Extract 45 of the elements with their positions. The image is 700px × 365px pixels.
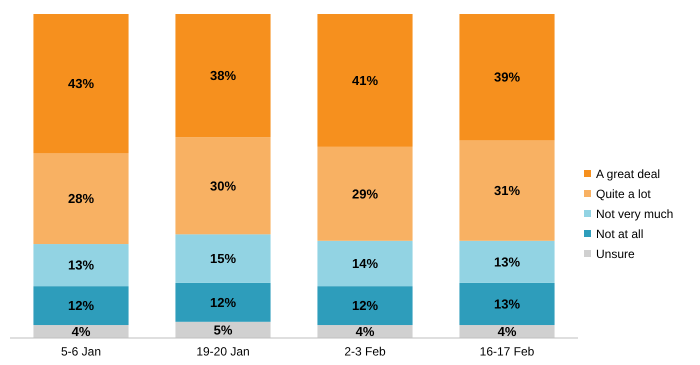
data-label: 13%: [68, 258, 94, 273]
bar: [175, 14, 271, 138]
bar: [33, 244, 129, 286]
data-label: 38%: [210, 68, 236, 84]
bar: [317, 146, 413, 241]
data-label: 4%: [356, 324, 375, 340]
data-label: 12%: [352, 298, 378, 314]
bar: [175, 282, 271, 322]
bar: [175, 137, 271, 234]
data-label: 43%: [68, 76, 94, 92]
data-label: 12%: [68, 298, 94, 314]
bar: [317, 240, 413, 286]
data-label: 12%: [210, 294, 236, 310]
data-label: 29%: [352, 186, 378, 202]
data-label: 13%: [494, 254, 520, 270]
data-label: 4%: [72, 324, 91, 340]
bar: [459, 282, 555, 326]
data-label: 39%: [494, 70, 520, 85]
x-tick-label: 5-6 Jan: [60, 344, 102, 358]
data-label: 30%: [210, 178, 236, 194]
bar: [33, 286, 129, 326]
data-label: 5%: [214, 322, 233, 338]
legend-label: Unsure: [596, 247, 636, 262]
legend-label: Quite a lot: [596, 187, 652, 202]
data-label: 4%: [498, 324, 517, 340]
bar: [175, 234, 271, 283]
data-label: 15%: [210, 251, 236, 266]
legend-label: Not very much: [596, 207, 674, 222]
bar: [459, 240, 555, 283]
bar: [33, 153, 129, 244]
bar: [317, 14, 413, 147]
bar: [33, 14, 129, 154]
legend-label: Not at all: [596, 227, 644, 242]
x-tick-label: 16-17 Feb: [480, 344, 535, 358]
data-label: 13%: [494, 296, 520, 312]
bar: [459, 140, 555, 241]
data-label: 28%: [68, 191, 94, 206]
x-tick-label: 2-3 Feb: [344, 344, 386, 358]
data-label: 41%: [352, 72, 378, 88]
bar: [317, 286, 413, 326]
legend-label: A great deal: [596, 167, 660, 182]
data-label: 31%: [494, 183, 520, 198]
data-label: 14%: [352, 256, 378, 272]
x-tick-label: 19-20 Jan: [196, 344, 250, 358]
bar: [459, 14, 555, 140]
